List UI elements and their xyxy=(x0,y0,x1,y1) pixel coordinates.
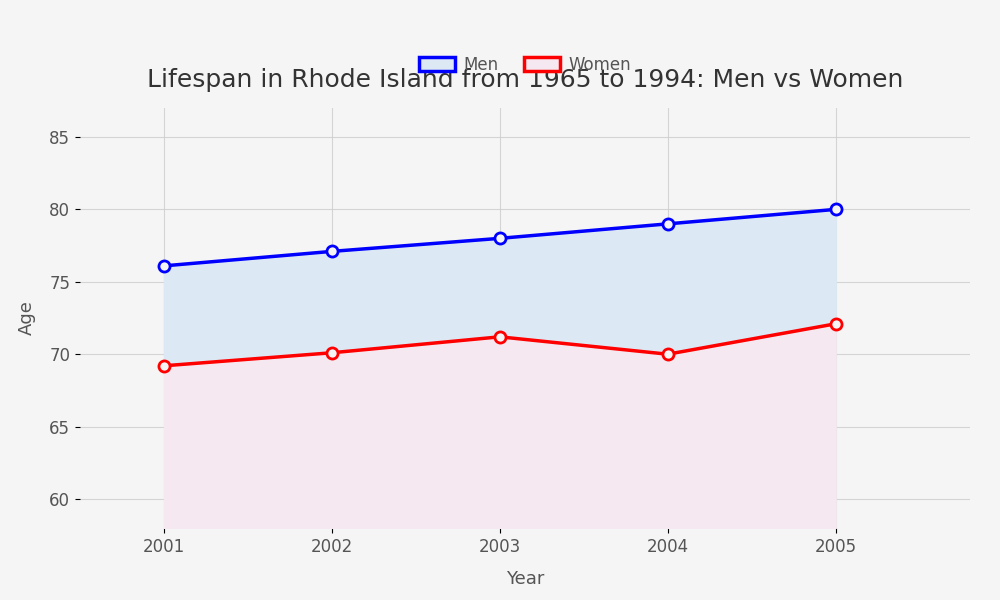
Legend: Men, Women: Men, Women xyxy=(412,49,638,80)
X-axis label: Year: Year xyxy=(506,569,544,587)
Title: Lifespan in Rhode Island from 1965 to 1994: Men vs Women: Lifespan in Rhode Island from 1965 to 19… xyxy=(147,68,903,92)
Y-axis label: Age: Age xyxy=(17,301,35,335)
